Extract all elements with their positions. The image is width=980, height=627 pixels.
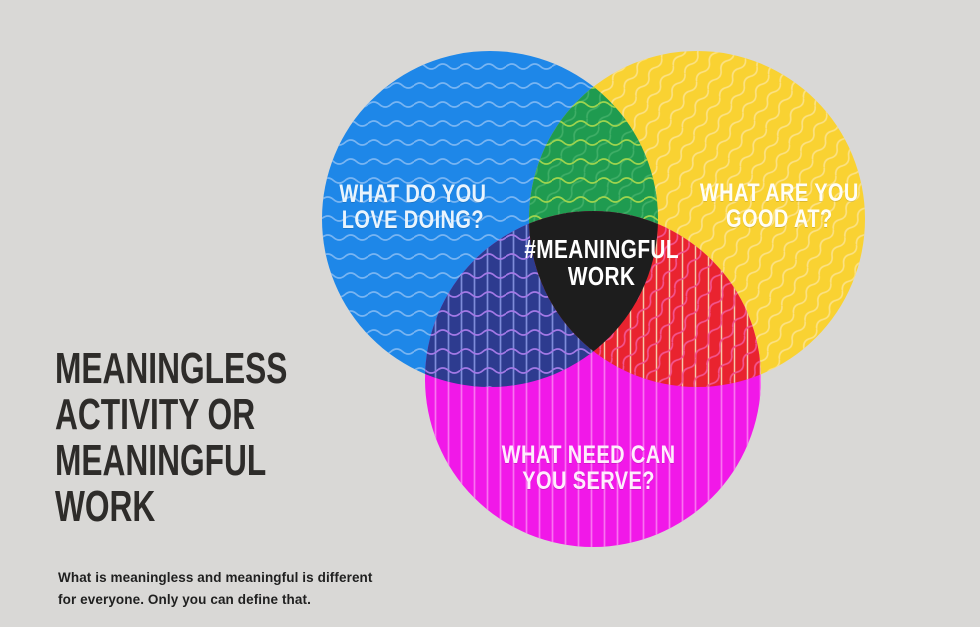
page-subtitle-line2: for everyone. Only you can define that. <box>58 591 311 607</box>
label-good-at-line2: GOOD AT? <box>725 205 833 233</box>
label-love-doing: WHAT DO YOU LOVE DOING? <box>303 181 523 233</box>
label-meaningful-work-line1: #MEANINGFUL <box>524 234 680 264</box>
page-title-line4: WORK <box>55 482 156 531</box>
page-title-line2: ACTIVITY OR <box>55 390 256 439</box>
label-good-at: WHAT ARE YOU GOOD AT? <box>669 180 889 232</box>
page-subtitle-line1: What is meaningless and meaningful is di… <box>58 570 373 585</box>
label-need-serve-line1: WHAT NEED CAN <box>502 441 676 469</box>
page-title-line1: MEANINGLESS <box>55 344 288 393</box>
page-title: MEANINGLESS ACTIVITY OR MEANINGFUL WORK <box>55 346 385 530</box>
label-good-at-line1: WHAT ARE YOU <box>699 179 859 207</box>
label-love-doing-line1: WHAT DO YOU <box>339 180 487 208</box>
label-meaningful-work: #MEANINGFUL WORK <box>502 236 702 290</box>
page-subtitle: What is meaningless and meaningful is di… <box>58 567 388 610</box>
label-need-serve-line2: YOU SERVE? <box>522 467 656 495</box>
label-meaningful-work-line2: WORK <box>568 261 636 291</box>
label-need-serve: WHAT NEED CAN YOU SERVE? <box>479 442 699 494</box>
page-title-line3: MEANINGFUL <box>55 436 267 485</box>
label-love-doing-line2: LOVE DOING? <box>341 206 485 234</box>
